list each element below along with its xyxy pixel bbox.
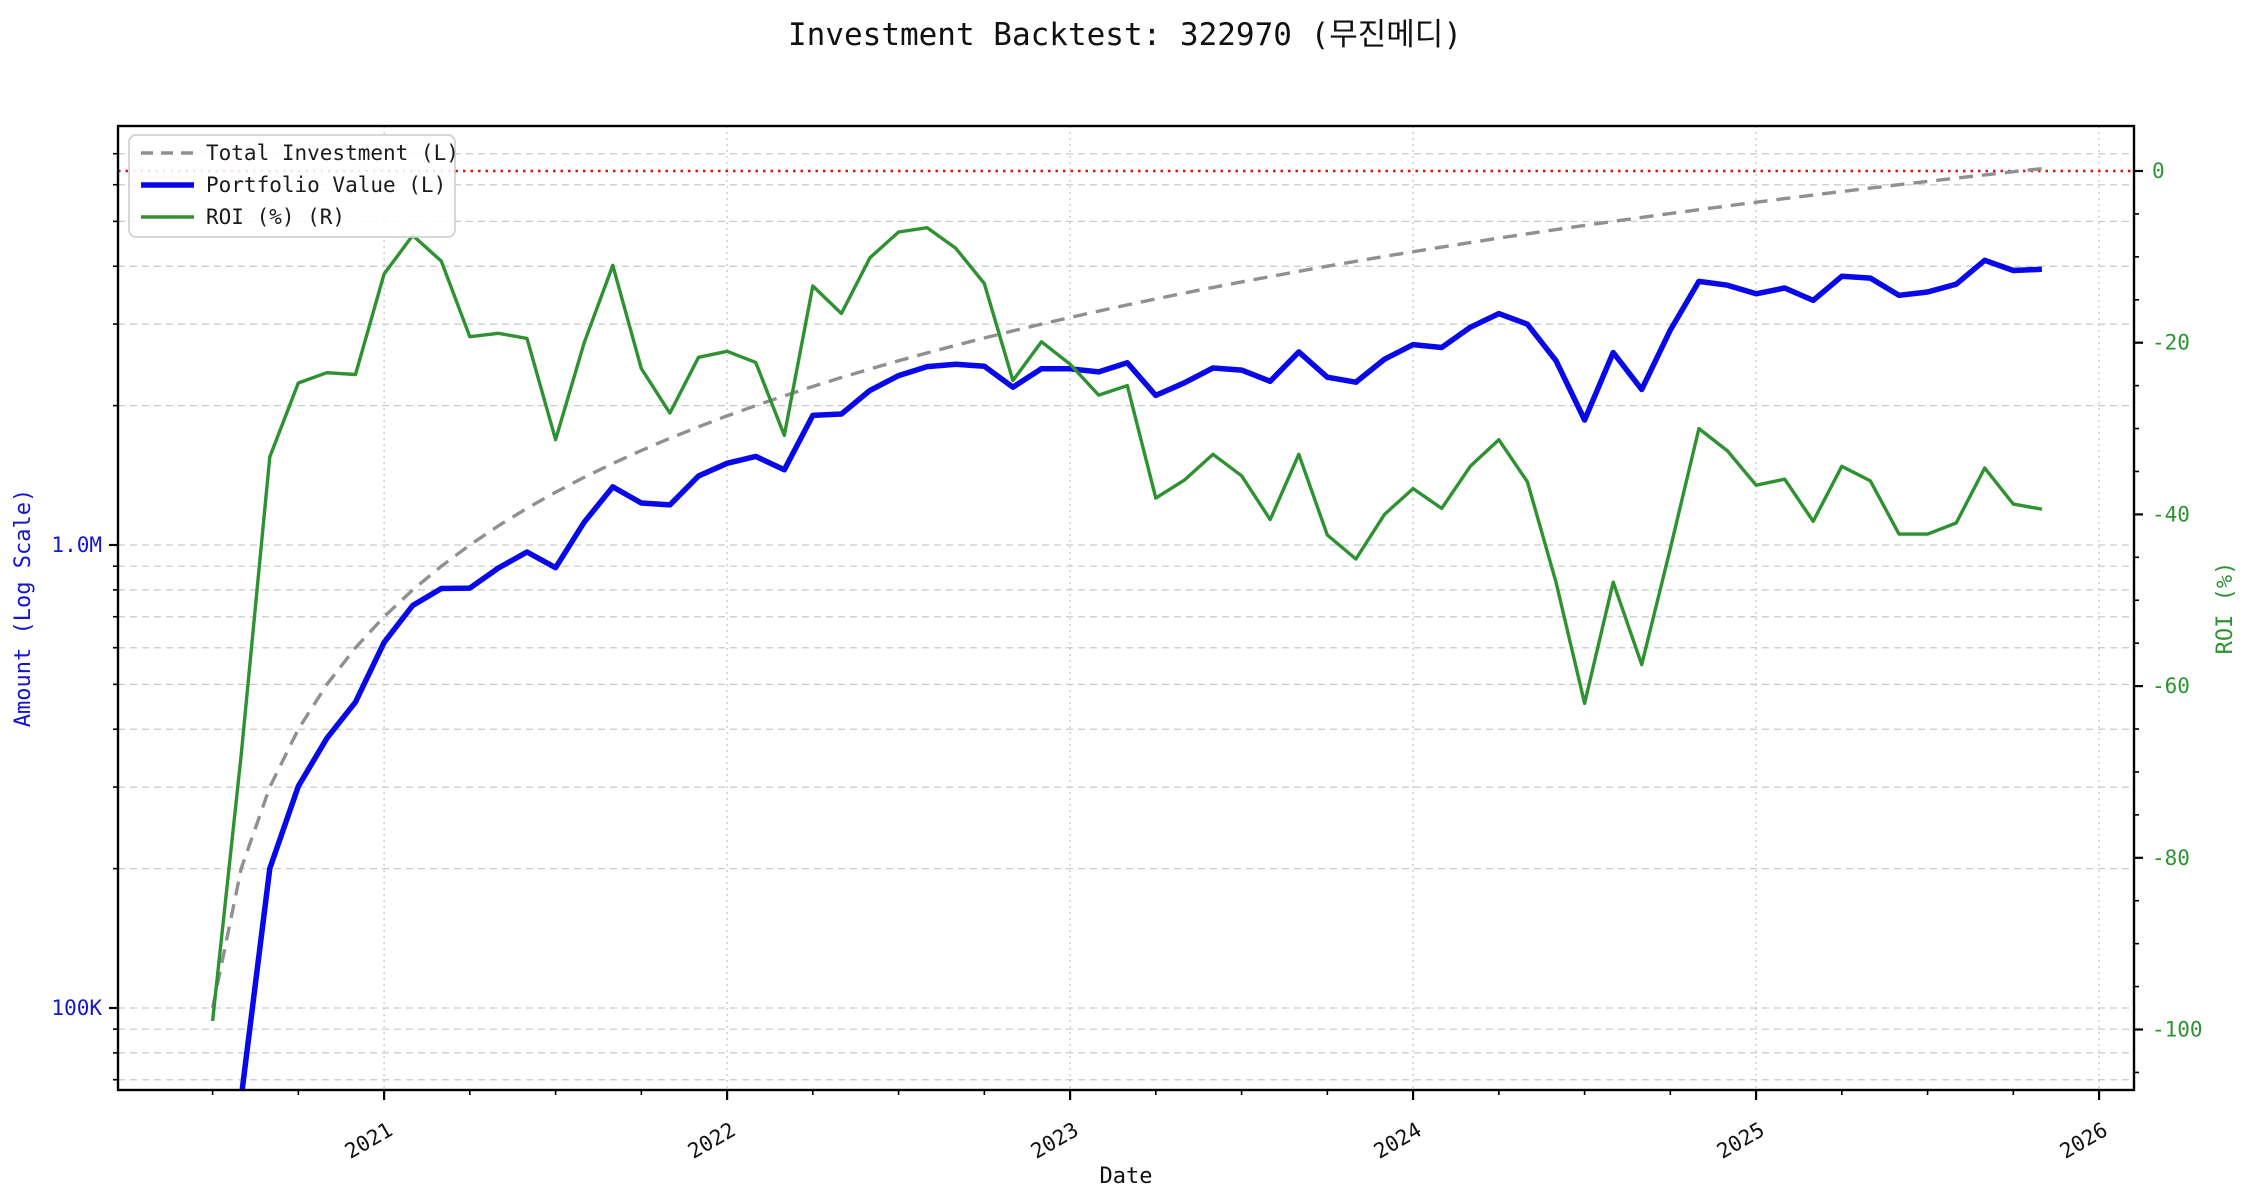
tick-label: 2026 <box>2056 1118 2112 1164</box>
left-y-axis-label: Amount (Log Scale) <box>11 489 36 727</box>
tick-label: 2025 <box>1713 1118 1769 1164</box>
portfolio-value-line <box>239 257 2043 1090</box>
legend-box <box>128 134 456 238</box>
legend-label-roi: ROI (%) (R) <box>206 205 345 229</box>
tick-label: -80 <box>2152 846 2190 870</box>
tick-label: 0 <box>2152 159 2165 183</box>
tick-label: -20 <box>2152 331 2190 355</box>
x-axis-label: Date <box>1100 1164 1153 1189</box>
tick-label: 1.0M <box>51 533 102 557</box>
total-investment-line <box>210 166 2043 1009</box>
tick-label: 2023 <box>1027 1118 1083 1164</box>
axis-ticks <box>109 152 2143 1100</box>
tick-label: -100 <box>2152 1018 2203 1042</box>
gridlines <box>118 126 2134 1090</box>
series-lines <box>210 166 2043 1090</box>
legend: Total Investment (L) Portfolio Value (L)… <box>128 134 459 238</box>
right-y-axis-label: ROI (%) <box>2213 562 2238 655</box>
tick-label: -60 <box>2152 674 2190 698</box>
tick-label: 2021 <box>341 1118 397 1164</box>
legend-label-total-investment: Total Investment (L) <box>206 141 459 165</box>
tick-label: 2024 <box>1370 1118 1426 1164</box>
legend-label-portfolio-value: Portfolio Value (L) <box>206 173 446 197</box>
plot-spines <box>116 124 2136 1092</box>
roi-line <box>210 225 2043 1022</box>
chart-title: Investment Backtest: 322970 (무진메디) <box>788 17 1462 53</box>
tick-label: -40 <box>2152 502 2190 526</box>
tick-label: 100K <box>51 996 102 1020</box>
tick-label: 2022 <box>684 1118 740 1164</box>
